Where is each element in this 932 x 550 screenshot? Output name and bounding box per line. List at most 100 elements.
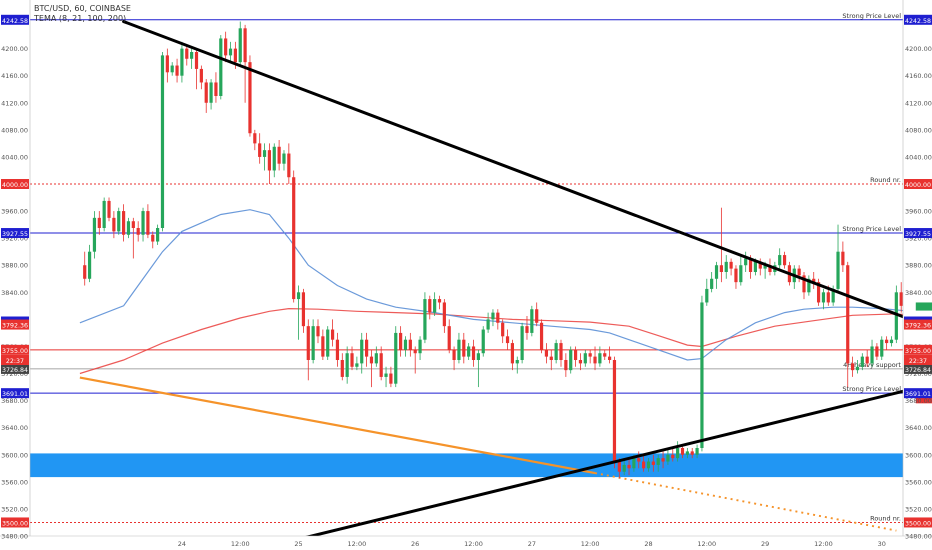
y-tick-left-17: 3520.00 <box>1 505 28 513</box>
candle-body-141 <box>768 265 772 272</box>
level-tag-right-0: 4242.58 <box>905 18 931 25</box>
candle-body-78 <box>462 339 466 357</box>
candle-body-103 <box>583 353 587 364</box>
candle-body-13 <box>146 211 150 235</box>
candle-body-156 <box>841 251 845 266</box>
candle-body-11 <box>136 228 140 235</box>
x-tick-0: 24 <box>178 540 186 548</box>
chart-header: BTC/USD, 60, COINBASE TEMA (8, 21, 100, … <box>34 4 131 24</box>
x-tick-12: 30 <box>878 540 886 548</box>
candle-body-70 <box>423 299 427 340</box>
candle-body-117 <box>651 461 655 465</box>
candle-body-165 <box>885 339 889 344</box>
level-tag-right-1: 4000.00 <box>905 182 931 189</box>
y-tick-left-4: 4040.00 <box>1 153 28 161</box>
candle-body-66 <box>403 339 408 350</box>
candle-body-57 <box>360 339 364 364</box>
level-note-5: Strong Price Level <box>842 385 901 393</box>
candle-body-111 <box>622 464 626 472</box>
y-tick-right-9: 3840.00 <box>905 289 932 297</box>
candle-body-128 <box>705 288 709 303</box>
candle-body-58 <box>365 339 369 357</box>
candle-body-138 <box>753 261 757 272</box>
extra-tag-right-2: 22:37 <box>909 358 927 365</box>
extra-tag-right-2-bg <box>904 355 932 365</box>
candle-body-93 <box>535 309 539 323</box>
candle-body-121 <box>671 454 675 459</box>
extra-tag-left-1: 3792.36 <box>2 323 28 330</box>
candle-body-86 <box>501 322 505 337</box>
candle-body-120 <box>666 454 670 462</box>
level-note-1: Round nr. <box>870 176 901 184</box>
candle-body-69 <box>418 339 422 354</box>
candle-body-123 <box>680 448 685 455</box>
trend-line-upper <box>122 20 903 319</box>
candle-body-140 <box>763 265 767 269</box>
candle-body-21 <box>185 48 189 59</box>
candle-body-85 <box>496 312 500 323</box>
x-tick-1: 12:00 <box>231 540 250 548</box>
level-tag-right-6-bg <box>904 517 932 528</box>
x-tick-5: 12:00 <box>464 540 483 548</box>
candle-body-98 <box>559 343 563 360</box>
candle-body-80 <box>471 346 476 360</box>
y-tick-right-13: 3680.00 <box>905 397 932 405</box>
candle-body-73 <box>437 299 442 303</box>
candle-body-38 <box>267 150 271 171</box>
level-tag-right-3: 3755.00 <box>905 348 931 355</box>
candle-body-162 <box>870 346 874 364</box>
level-tag-left-4: 3726.84 <box>2 367 28 374</box>
candle-body-104 <box>588 353 592 357</box>
candle-body-26 <box>209 82 213 103</box>
candle-body-167 <box>894 292 898 340</box>
candle-body-42 <box>287 153 291 178</box>
candle-body-150 <box>812 278 816 283</box>
candle-body-35 <box>253 133 257 144</box>
candle-body-37 <box>262 150 267 157</box>
candle-body-50 <box>326 329 330 357</box>
candle-body-4 <box>102 200 106 228</box>
candle-body-24 <box>199 68 203 83</box>
candle-body-10 <box>131 221 135 228</box>
candle-body-114 <box>637 458 641 462</box>
candle-body-89 <box>515 360 519 364</box>
y-tick-left-18: 3480.00 <box>1 533 28 541</box>
trend-line-lower <box>305 389 903 536</box>
candle-body-124 <box>685 451 689 455</box>
candle-body-125 <box>690 451 694 455</box>
candle-body-116 <box>646 461 651 469</box>
candle-body-77 <box>457 339 461 360</box>
candle-body-0 <box>83 265 87 279</box>
candle-body-41 <box>282 153 286 164</box>
candle-body-115 <box>642 461 646 469</box>
candle-body-106 <box>598 353 602 364</box>
candle-body-20 <box>180 48 184 76</box>
candle-body-96 <box>549 356 553 360</box>
candle-body-87 <box>505 336 510 344</box>
candle-body-155 <box>836 251 840 289</box>
level-tag-left-3: 3755.00 <box>2 348 28 355</box>
candle-body-151 <box>816 282 821 303</box>
candle-body-53 <box>340 360 344 377</box>
candle-body-63 <box>389 373 393 384</box>
candle-body-135 <box>739 265 743 283</box>
y-tick-left-2: 4120.00 <box>1 99 28 107</box>
candle-body-9 <box>126 221 131 235</box>
y-tick-left-15: 3600.00 <box>1 451 28 459</box>
candle-body-30 <box>228 48 233 56</box>
candle-body-55 <box>350 353 354 367</box>
candle-body-164 <box>880 339 884 357</box>
candle-body-32 <box>238 28 242 63</box>
y-tick-right-4: 4040.00 <box>905 153 932 161</box>
candle-body-47 <box>311 326 315 360</box>
candle-body-102 <box>578 360 583 364</box>
candle-body-71 <box>428 299 432 313</box>
candle-body-160 <box>860 356 864 367</box>
candle-body-153 <box>826 292 830 303</box>
candle-body-36 <box>258 143 262 157</box>
candle-body-64 <box>394 332 398 384</box>
level-tag-left-0: 4242.58 <box>2 18 28 25</box>
candle-body-45 <box>301 292 306 327</box>
